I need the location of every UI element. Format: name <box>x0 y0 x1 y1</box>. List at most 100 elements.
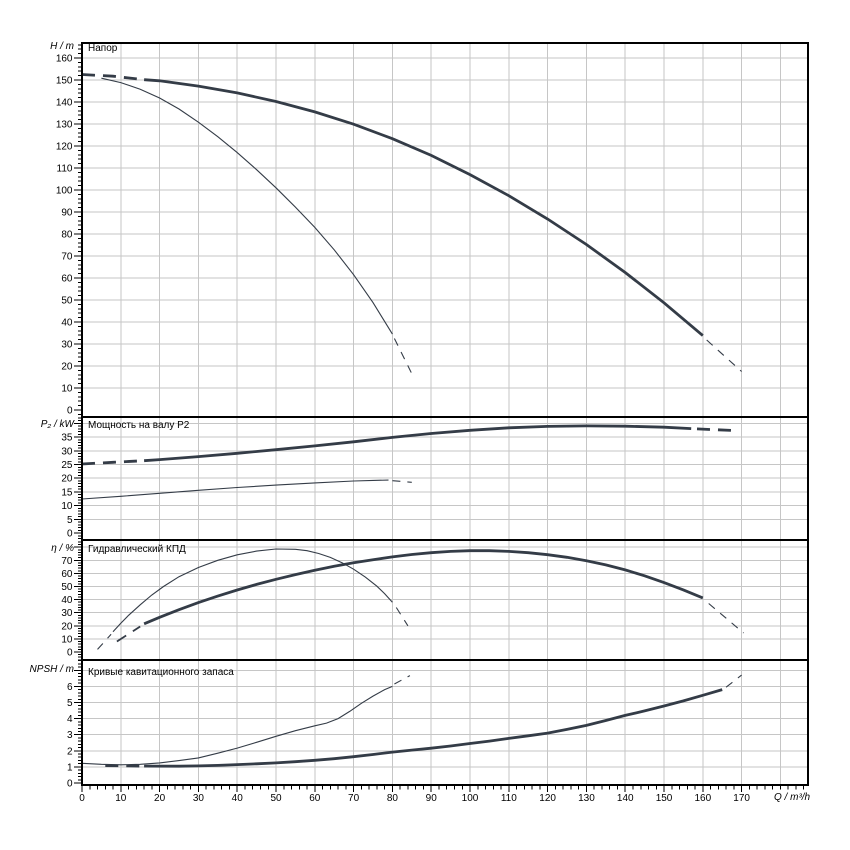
x-tick-label: 150 <box>656 793 673 804</box>
curve-segment <box>105 764 145 768</box>
curve-segment <box>116 625 141 643</box>
curve-segment <box>706 339 742 372</box>
y-tick-label: 30 <box>61 339 73 350</box>
x-tick-label: 90 <box>426 793 438 804</box>
curve-segment <box>394 675 411 685</box>
x-tick-label: 120 <box>539 793 556 804</box>
curve-segment <box>392 480 412 483</box>
y-tick-label: 0 <box>67 405 73 416</box>
y-tick-label: 1 <box>67 762 73 773</box>
grid-lines <box>82 43 808 785</box>
panel-curves-0 <box>82 73 742 374</box>
y-tick-label: 0 <box>67 648 73 659</box>
curve-segment <box>725 674 742 688</box>
y-tick-label: 150 <box>56 75 73 86</box>
curve-npsh-main <box>105 674 742 768</box>
y-tick-label: 160 <box>56 53 73 64</box>
y-tick-label: 10 <box>61 634 73 645</box>
curve-segment <box>112 548 393 633</box>
curve-segment <box>143 549 704 626</box>
curve-segment <box>393 338 413 374</box>
curve-segment <box>395 607 409 627</box>
y-tick-label: 0 <box>67 778 73 789</box>
curve-npsh-alt <box>82 675 411 766</box>
panel-title-power: Мощность на валу P2 <box>88 420 190 431</box>
y-tick-label: 2 <box>67 746 73 757</box>
x-tick-label: 0 <box>79 793 85 804</box>
x-tick-label: 110 <box>501 793 517 804</box>
x-tick-label: 60 <box>309 793 321 804</box>
y-tick-label: 20 <box>61 361 73 372</box>
curve-head-main <box>82 73 742 372</box>
curve-segment <box>82 479 389 500</box>
curve-segment <box>101 77 393 335</box>
panel-title-efficiency: Гидравлический КПД <box>88 544 186 555</box>
y-tick-label: 5 <box>67 698 73 709</box>
y-tick-label: 10 <box>61 383 73 394</box>
curve-power-main <box>82 424 734 466</box>
x-tick-label: 30 <box>193 793 205 804</box>
curve-head-alt <box>101 77 413 374</box>
curve-segment <box>97 633 112 650</box>
x-tick-label: 140 <box>617 793 634 804</box>
y-tick-label: 80 <box>61 229 73 240</box>
y-tick-label: 120 <box>56 141 73 152</box>
panel-curves-1 <box>82 424 734 500</box>
x-tick-label: 100 <box>462 793 479 804</box>
curve-efficiency-main <box>116 549 744 643</box>
y-axis-label-head: H / m <box>50 41 74 52</box>
x-tick-label: 10 <box>115 793 127 804</box>
y-tick-label: 50 <box>61 295 73 306</box>
y-tick-label: 0 <box>67 529 73 540</box>
curve-segment <box>144 688 723 768</box>
y-tick-label: 130 <box>56 119 73 130</box>
y-tick-label: 110 <box>57 163 73 174</box>
y-tick-label: 90 <box>61 207 73 218</box>
panel-title-head: Напор <box>88 43 118 54</box>
curve-segment <box>144 78 704 337</box>
y-axis-label-npsh: NPSH / m <box>29 664 74 675</box>
y-tick-label: 5 <box>67 515 73 526</box>
panel-curves-2 <box>97 548 744 650</box>
y-tick-label: 60 <box>61 273 73 284</box>
y-tick-label: 15 <box>61 487 73 498</box>
y-tick-label: 25 <box>61 460 73 471</box>
y-tick-label: 70 <box>61 556 73 567</box>
tick-marks <box>74 44 805 792</box>
x-tick-label: 40 <box>232 793 244 804</box>
curve-segment <box>708 603 744 634</box>
curve-segment <box>82 73 145 82</box>
y-tick-label: 3 <box>67 730 73 741</box>
curve-power-alt <box>82 479 412 500</box>
y-tick-label: 100 <box>56 185 73 196</box>
y-tick-label: 70 <box>61 251 73 262</box>
curve-efficiency-alt <box>97 548 409 650</box>
x-axis-label: Q / m³/h <box>774 792 811 803</box>
panel-title-npsh: Кривые кавитационного запаса <box>88 667 234 678</box>
x-tick-label: 170 <box>733 793 750 804</box>
y-tick-label: 40 <box>61 595 73 606</box>
curve-segment <box>82 459 145 466</box>
y-tick-label: 30 <box>61 446 73 457</box>
x-tick-label: 130 <box>578 793 595 804</box>
y-tick-label: 4 <box>67 714 73 725</box>
y-tick-label: 6 <box>67 682 73 693</box>
x-tick-label: 20 <box>154 793 166 804</box>
x-tick-label: 160 <box>695 793 712 804</box>
y-axis-label-power: P₂ / kW <box>40 419 74 430</box>
y-tick-label: 10 <box>61 501 73 512</box>
y-tick-label: 140 <box>56 97 73 108</box>
x-tick-label: 80 <box>387 793 399 804</box>
x-tick-label: 70 <box>348 793 360 804</box>
tick-labels: 0102030405060708090100110120130140150160… <box>56 53 751 804</box>
y-tick-label: 20 <box>61 621 73 632</box>
y-tick-label: 60 <box>61 569 73 580</box>
panel-curves-3 <box>82 674 742 768</box>
y-tick-label: 50 <box>61 582 73 593</box>
curve-segment <box>144 424 692 463</box>
y-axis-label-efficiency: η / % <box>51 543 74 554</box>
y-tick-label: 40 <box>61 317 73 328</box>
y-tick-label: 35 <box>61 433 73 444</box>
